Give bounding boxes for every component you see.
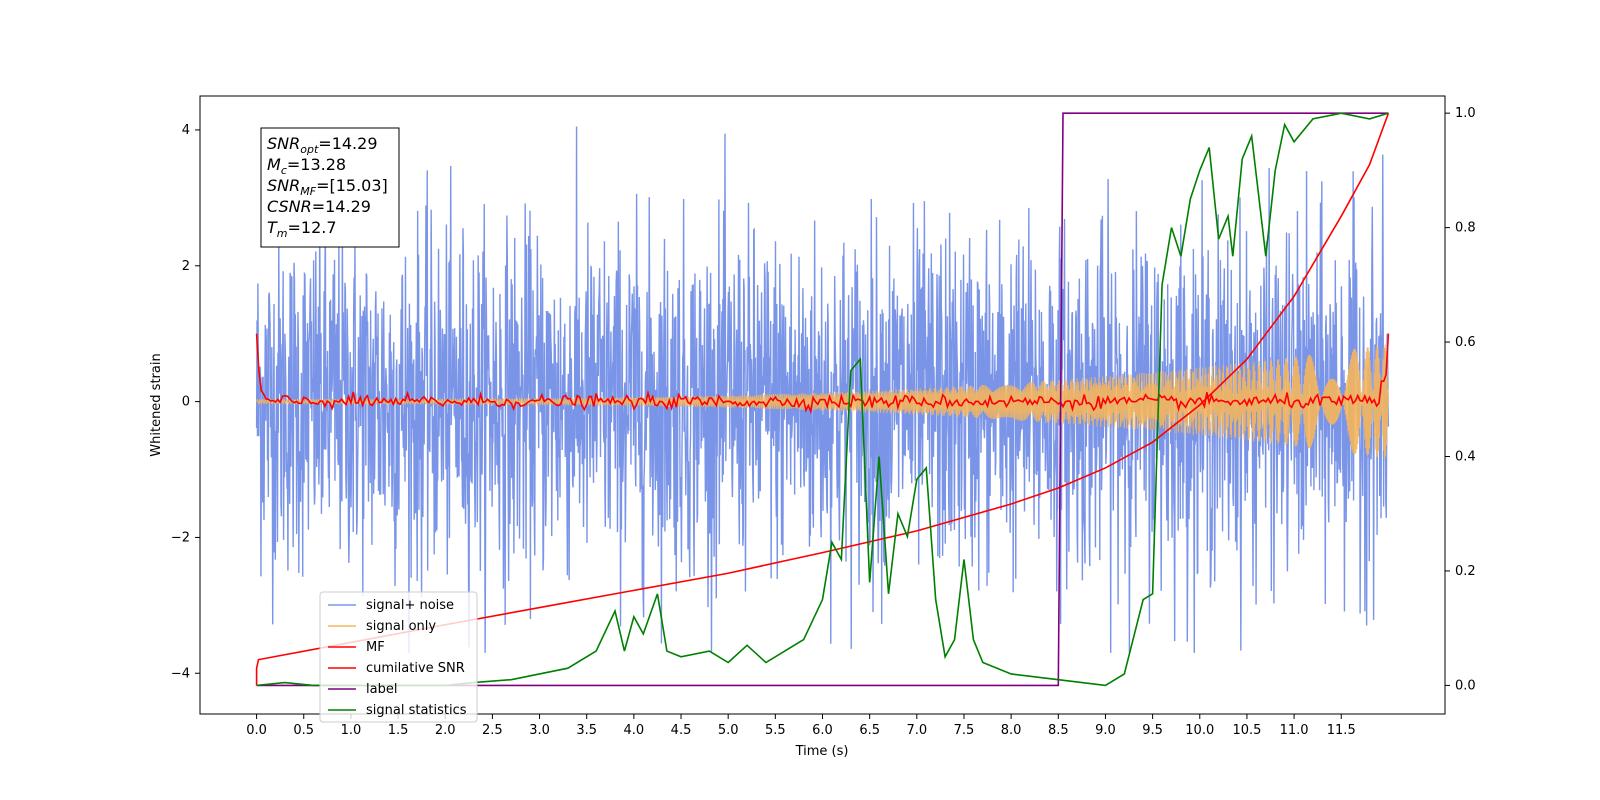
x-tick-label: 7.5 xyxy=(954,723,975,738)
y-tick-label: 4 xyxy=(182,123,190,138)
info-line: Tm=12.7 xyxy=(267,218,337,240)
legend-label: signal statistics xyxy=(366,703,467,718)
info-line: SNRopt=14.29 xyxy=(267,134,378,156)
x-tick-label: 8.5 xyxy=(1048,723,1069,738)
legend-label: label xyxy=(366,682,397,697)
x-tick-label: 11.0 xyxy=(1280,723,1309,738)
y2-tick-label: 0.6 xyxy=(1455,335,1476,350)
info-line: CSNR=14.29 xyxy=(267,197,371,216)
x-tick-label: 3.5 xyxy=(576,723,597,738)
legend-label: cumilative SNR xyxy=(366,661,465,676)
x-axis: 0.0 0.5 1.0 1.5 2.0 2.5 3.0 3.5 4.0 4.5 5.0 5.5 6.0 6… xyxy=(246,714,1356,738)
x-tick-label: 1.5 xyxy=(388,723,409,738)
x-tick-label: 10.0 xyxy=(1185,723,1214,738)
x-axis-label: Time (s) xyxy=(795,744,849,759)
info-line: Mc=13.28 xyxy=(267,155,346,177)
info-box-frame xyxy=(260,127,400,248)
x-tick-label: 11.5 xyxy=(1327,723,1356,738)
x-tick-label: 7.0 xyxy=(906,723,927,738)
y2-tick-label: 0.2 xyxy=(1455,564,1476,579)
y2-tick-label: 1.0 xyxy=(1455,106,1476,121)
y-tick-label: −4 xyxy=(171,666,190,681)
series-label xyxy=(256,112,1389,687)
x-tick-label: 8.0 xyxy=(1001,723,1022,738)
info-line: SNRMF=[15.03] xyxy=(267,176,388,198)
series-signal-only xyxy=(256,344,1389,459)
legend-frame xyxy=(319,591,478,723)
x-tick-label: 2.5 xyxy=(482,723,503,738)
y2-tick-label: 0.8 xyxy=(1455,221,1476,236)
y-tick-label: 2 xyxy=(182,259,190,274)
x-tick-label: 2.0 xyxy=(435,723,456,738)
x-tick-label: 4.0 xyxy=(624,723,645,738)
x-tick-label: 1.0 xyxy=(341,723,362,738)
legend-label: signal only xyxy=(366,619,436,634)
x-tick-label: 10.5 xyxy=(1232,723,1261,738)
x-tick-label: 5.0 xyxy=(718,723,739,738)
x-tick-label: 9.0 xyxy=(1095,723,1116,738)
x-tick-label: 6.0 xyxy=(812,723,833,738)
x-tick-label: 0.5 xyxy=(293,723,314,738)
x-tick-label: 4.5 xyxy=(671,723,692,738)
y-axis-left: −4 −2 0 2 4 xyxy=(171,123,200,681)
legend-label: MF xyxy=(366,640,385,655)
y-axis-label: Whitened strain xyxy=(149,353,164,456)
y2-tick-label: 0.4 xyxy=(1455,450,1476,465)
x-tick-label: 3.0 xyxy=(529,723,550,738)
series-signal-statistics xyxy=(256,112,1389,687)
y-tick-label: −2 xyxy=(171,530,190,545)
info-box: SNRopt=14.29Mc=13.28SNRMF=[15.03]CSNR=14… xyxy=(260,127,400,248)
y-tick-label: 0 xyxy=(182,395,190,410)
series-mf xyxy=(255,333,1390,415)
y2-tick-label: 0.0 xyxy=(1455,678,1476,693)
legend-label: signal+ noise xyxy=(366,598,454,613)
x-tick-label: 0.0 xyxy=(246,723,267,738)
y-axis-right: 0.0 0.2 0.4 0.6 0.8 1.0 xyxy=(1445,106,1476,693)
x-tick-label: 6.5 xyxy=(859,723,880,738)
x-tick-label: 9.5 xyxy=(1142,723,1163,738)
x-tick-label: 5.5 xyxy=(765,723,786,738)
legend: signal+ noise signal only MF cumilative SNR… xyxy=(319,591,478,723)
